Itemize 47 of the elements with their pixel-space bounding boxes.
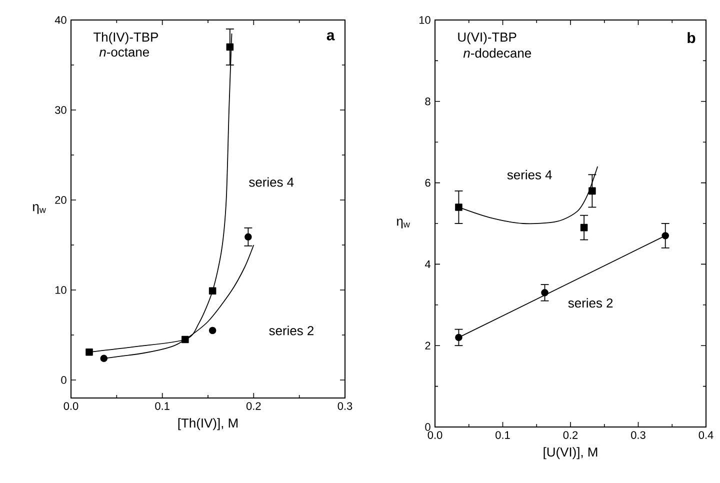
point [455,334,462,342]
y-tick-label: 4 [424,260,430,268]
y-tick-label: 0 [61,376,66,384]
x-tick-label: 0.4 [698,431,714,439]
y-axis-title: η$_{w}$ [32,204,46,214]
legend-label: series 2 [269,326,314,336]
annotation: U(VI)-TBP [458,32,516,44]
y-tick-label: 2 [425,342,430,350]
annotation: n-octane [99,48,150,57]
point [541,289,548,296]
annotation: a [326,32,335,40]
series-label: series 2 [568,298,613,308]
annotation: n-dodecane [463,48,532,58]
annotation: b [688,32,696,44]
y-axis-title: η$_{w}$ [396,218,410,228]
y-tick-label: 8 [425,98,430,106]
y-tick-label: 6 [425,178,430,187]
x-tick-label: 0.1 [155,402,170,410]
x-tick-label: 0.0 [64,402,78,410]
text: series 4 [249,177,294,187]
point [580,224,588,232]
point [244,233,252,241]
y-tick-label: 10 [419,16,430,24]
point [662,232,669,240]
point [226,43,234,51]
point [208,326,216,334]
annotation: Th(IV)-TBP [93,32,158,44]
point [100,354,108,362]
x-axis-title: [Th(IV)], M [178,418,238,430]
y-tick-label: 20 [55,196,66,204]
point [455,204,462,211]
x-tick-label: 0.2 [563,431,578,439]
text: series 4 [507,170,552,180]
x-tick-label: 0.1 [496,431,510,439]
point [588,187,596,195]
y-tick-label: 30 [55,106,66,114]
y-tick-label: 0 [425,423,430,431]
x-tick-label: 0.3 [631,431,646,439]
y-tick-label: 10 [55,286,66,294]
point [182,336,189,344]
point [86,348,93,356]
y-tick-label: 40 [54,16,66,24]
x-tick-label: 0.0 [428,431,442,439]
x-axis-title: [U(VI)], M [544,447,598,460]
x-tick-label: 0.2 [246,402,261,410]
point [208,287,216,295]
x-tick-label: 0.3 [338,402,352,410]
